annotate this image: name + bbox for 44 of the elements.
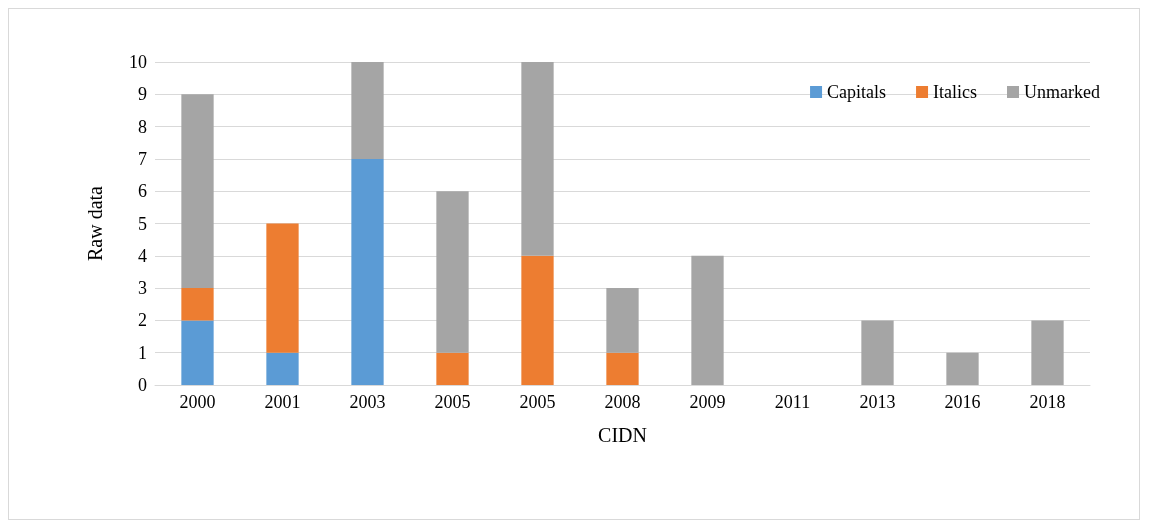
y-tick-label: 9 (138, 84, 147, 105)
x-tick-label: 2005 (519, 392, 556, 412)
x-tick-label: 2000 (179, 392, 216, 412)
y-tick-label: 2 (138, 310, 147, 331)
y-tick-label: 5 (138, 213, 147, 234)
bar (521, 255, 554, 385)
bar (1031, 320, 1064, 385)
y-tick-label: 7 (138, 148, 147, 169)
y-tick-label: 1 (138, 342, 147, 363)
y-tick-label: 0 (138, 375, 147, 395)
x-tick-label: 2016 (944, 392, 981, 412)
bar (181, 288, 214, 321)
y-tick-label: 3 (138, 278, 147, 299)
x-tick-label: 2008 (604, 392, 641, 412)
bar (946, 352, 979, 385)
bar (691, 255, 724, 385)
bar (521, 62, 554, 256)
x-tick-label: 2018 (1029, 392, 1066, 412)
bar (181, 94, 214, 289)
y-tick-label: 4 (138, 245, 147, 266)
bar (351, 62, 384, 159)
bar (606, 352, 639, 385)
x-tick-label: 2003 (349, 392, 386, 412)
y-tick-label: 6 (138, 181, 147, 202)
bar (181, 320, 214, 385)
bar (606, 288, 639, 353)
x-tick-label: 2005 (434, 392, 471, 412)
bar (861, 320, 894, 385)
y-tick-label: 10 (129, 52, 147, 72)
y-tick-label: 8 (138, 116, 147, 137)
x-tick-label: 2013 (859, 392, 896, 412)
x-axis-title: CIDN (598, 424, 647, 446)
bar (266, 223, 299, 353)
legend-label: Unmarked (1024, 82, 1101, 102)
bar (266, 352, 299, 385)
legend-label: Italics (933, 82, 978, 102)
bar (436, 191, 469, 353)
bar (351, 158, 384, 385)
legend-label: Capitals (827, 82, 887, 102)
y-axis-title: Raw data (84, 185, 106, 261)
x-tick-label: 2001 (264, 392, 301, 412)
x-tick-label: 2009 (689, 392, 726, 412)
x-tick-label: 2011 (774, 392, 811, 412)
bar (436, 352, 469, 385)
